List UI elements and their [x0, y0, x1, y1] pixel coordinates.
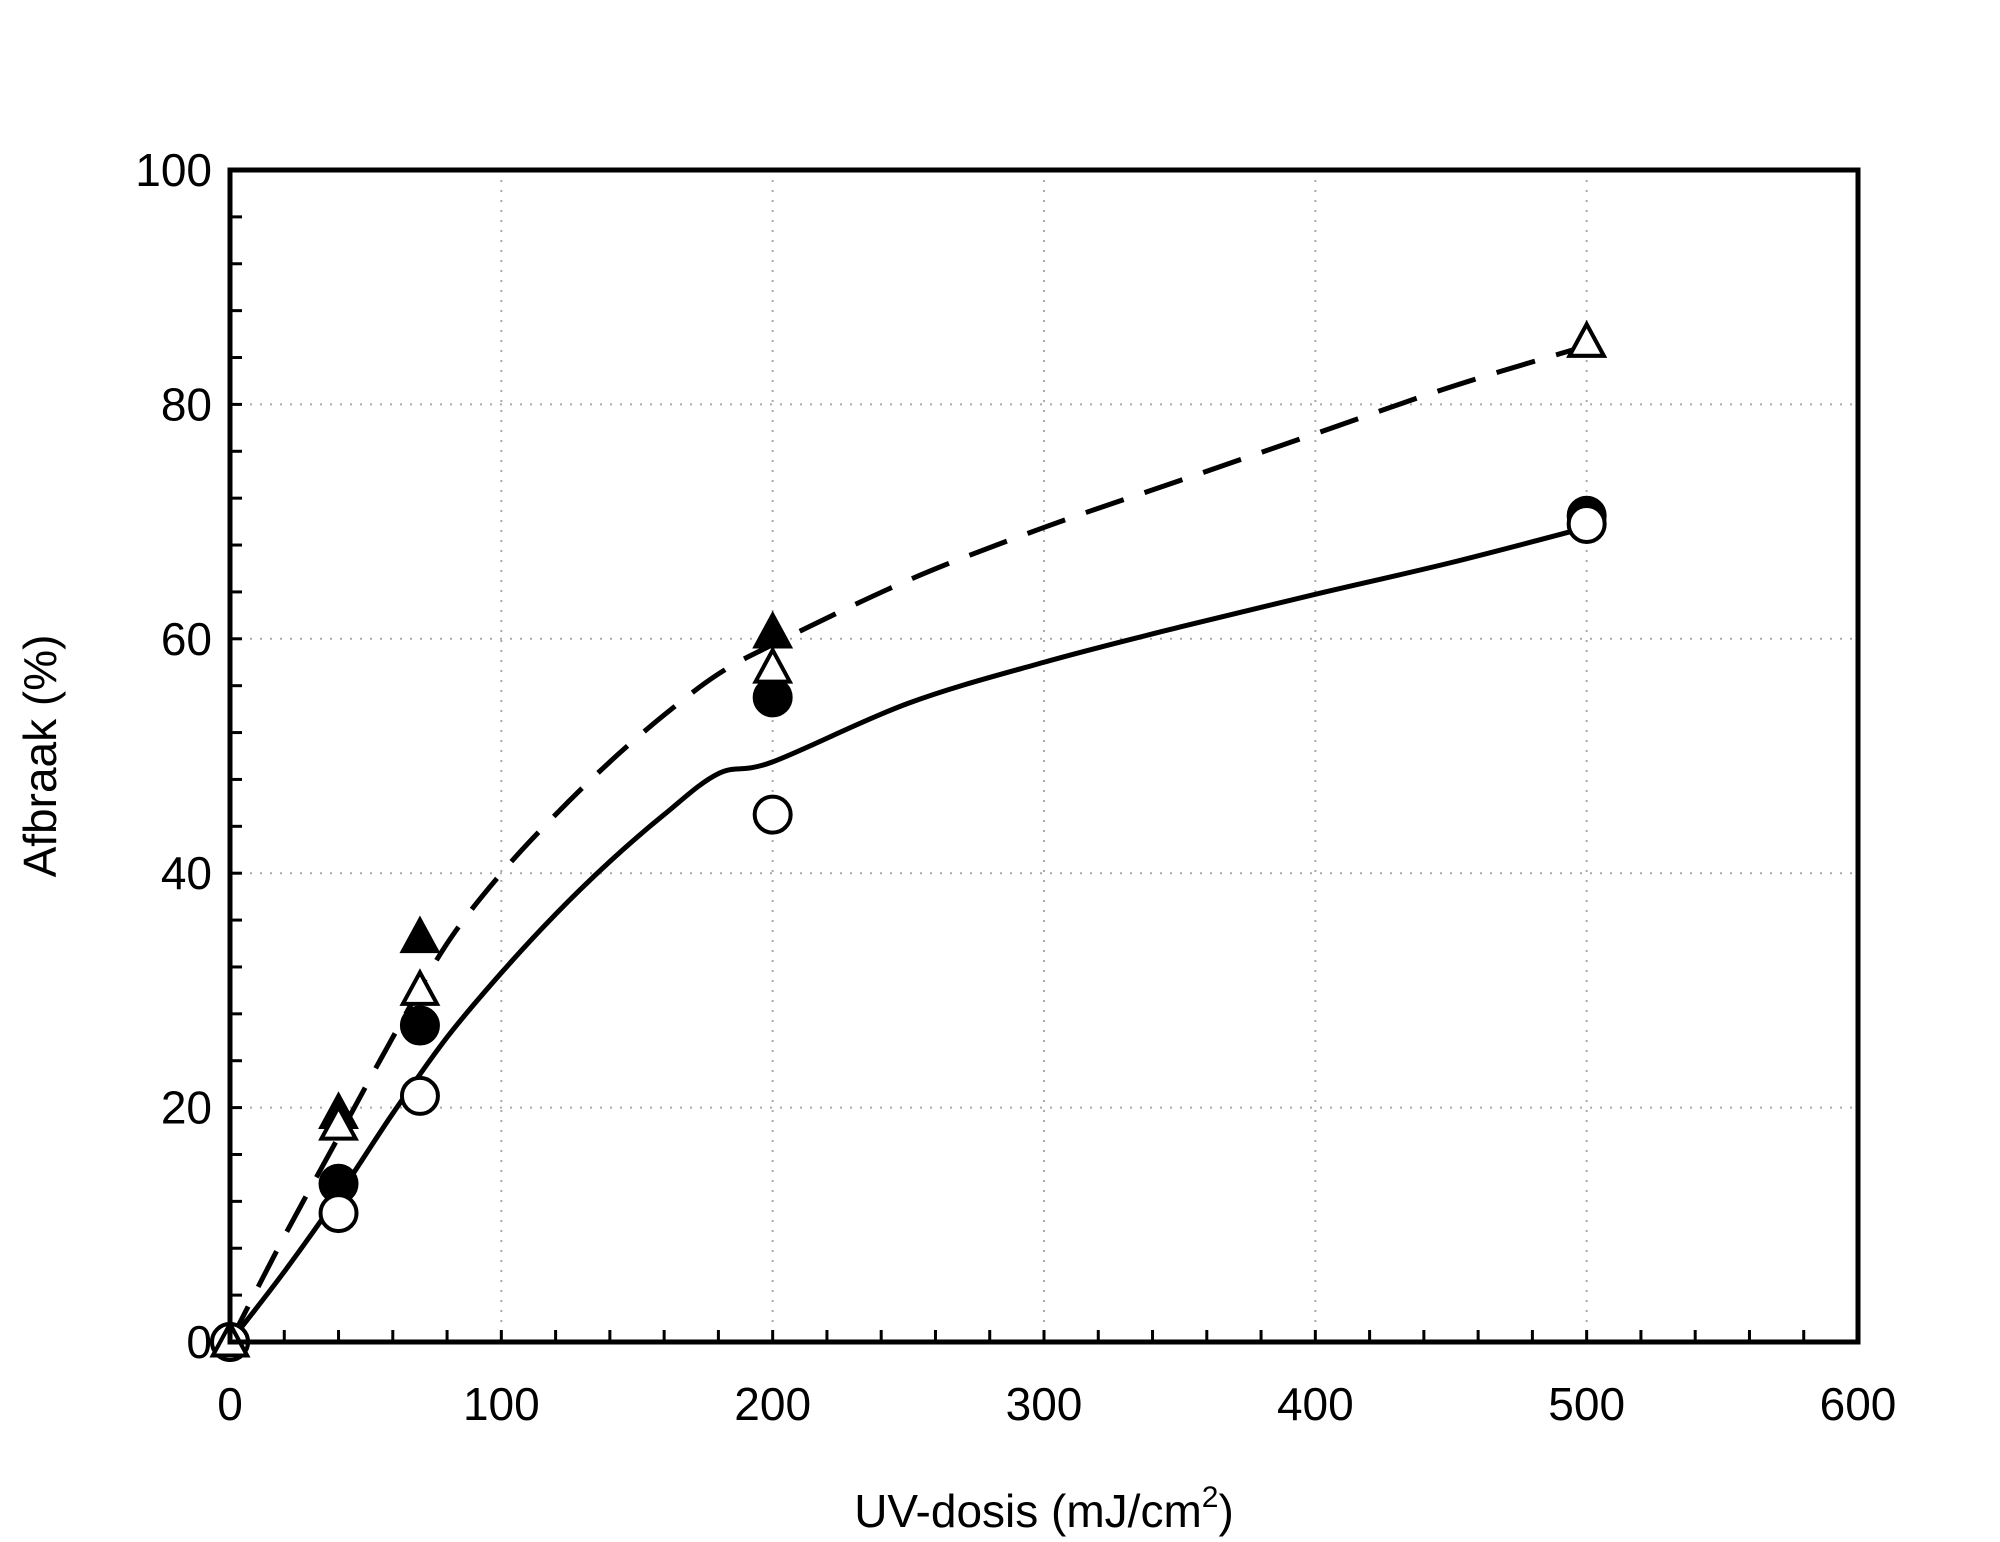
circle-filled-point	[399, 1005, 440, 1046]
y-axis-label: Afbraak (%)	[14, 635, 66, 878]
triangle-open-point	[752, 645, 794, 684]
fit-curve-dashed	[227, 343, 1588, 1344]
plot-frame	[227, 167, 1861, 1345]
x-tick-label: 0	[217, 1378, 243, 1430]
triangle-open-point	[318, 1102, 359, 1141]
data-markers	[209, 320, 1608, 1362]
triangle-open-point	[399, 968, 441, 1006]
grid-lines	[230, 170, 1858, 1342]
y-tick-label: 100	[135, 144, 212, 196]
y-tick-label: 20	[161, 1082, 212, 1134]
fit-curves	[227, 343, 1588, 1344]
circle-open-point	[318, 1193, 359, 1234]
x-tick-label: 600	[1820, 1378, 1897, 1430]
triangle-filled-point	[399, 915, 441, 954]
triangle-filled-point	[752, 610, 794, 649]
x-tick-label: 500	[1548, 1378, 1625, 1430]
circle-open-point	[1566, 503, 1607, 544]
circle-open-point	[399, 1075, 440, 1116]
y-tick-label: 60	[161, 613, 212, 665]
x-tick-labels: 0 100 200 300 400 500 600	[217, 1378, 1896, 1430]
x-tick-label: 100	[463, 1378, 540, 1430]
y-tick-label: 0	[186, 1316, 212, 1368]
x-axis-label: UV-dosis (mJ/cm2)	[854, 1481, 1234, 1537]
y-tick-label: 80	[161, 378, 212, 430]
y-tick-labels: 0 20 40 60 80 100	[135, 144, 212, 1368]
circle-open-point	[752, 794, 793, 835]
circle-filled-point	[752, 677, 793, 718]
minor-ticks	[228, 168, 1860, 1344]
triangle-open-point	[1566, 320, 1608, 358]
x-tick-label: 400	[1277, 1378, 1354, 1430]
x-tick-label: 200	[734, 1378, 811, 1430]
x-axis-label-main: UV-dosis (mJ/cm	[854, 1485, 1202, 1537]
x-axis-label-superscript: 2	[1202, 1481, 1219, 1514]
x-tick-label: 300	[1006, 1378, 1083, 1430]
fit-curve-solid	[228, 525, 1588, 1344]
x-axis-label-close: )	[1218, 1485, 1233, 1537]
y-tick-label: 40	[161, 847, 212, 899]
